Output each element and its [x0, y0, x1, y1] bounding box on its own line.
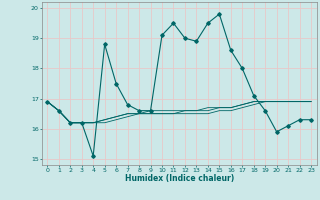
X-axis label: Humidex (Indice chaleur): Humidex (Indice chaleur)	[124, 174, 234, 183]
